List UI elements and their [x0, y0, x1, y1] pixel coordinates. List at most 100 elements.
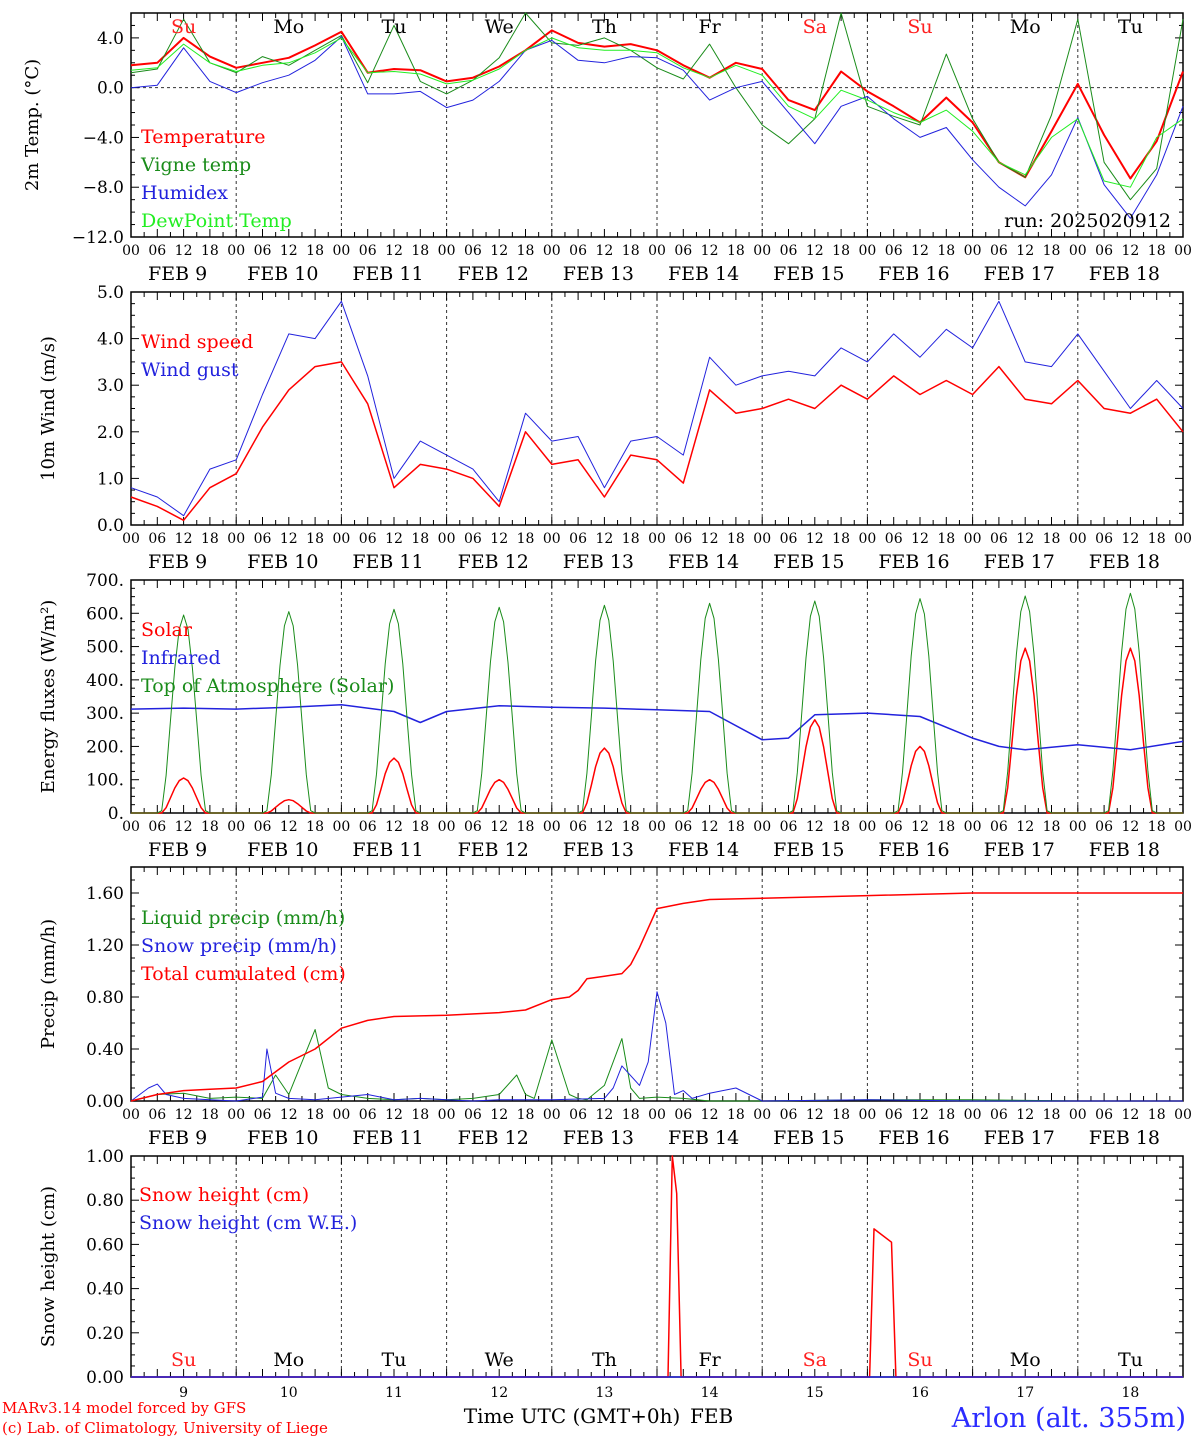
- date-label: FEB 13: [563, 1127, 634, 1149]
- x-tick-label: 12: [806, 531, 824, 547]
- x-tick-label: 00: [964, 1107, 982, 1123]
- x-tick-label: 00: [438, 819, 456, 835]
- x-tick-label: 00: [122, 819, 140, 835]
- x-tick-label: 06: [990, 531, 1008, 547]
- x-tick-label: 00: [858, 243, 876, 259]
- date-label: FEB 11: [352, 551, 423, 573]
- x-tick-label: 12: [701, 531, 719, 547]
- x-tick-label: 18: [727, 531, 745, 547]
- weekday-label: Su: [907, 1349, 932, 1371]
- date-label: FEB 18: [1089, 551, 1160, 573]
- date-label: FEB 10: [247, 263, 318, 285]
- date-label: FEB 17: [984, 839, 1055, 861]
- x-tick-label: 12: [911, 819, 929, 835]
- y-axis-label: 10m Wind (m/s): [38, 336, 59, 481]
- y-tick-label: −12.0: [72, 228, 124, 248]
- legend-entry: Liquid precip (mm/h): [141, 907, 345, 929]
- x-tick-label: 06: [359, 531, 377, 547]
- x-tick-label: 18: [727, 819, 745, 835]
- x-tick-label: 18: [622, 819, 640, 835]
- date-label: FEB 10: [247, 839, 318, 861]
- x-tick-label: 12: [806, 243, 824, 259]
- x-tick-label: 12: [490, 819, 508, 835]
- panel-energy: 0. 100. 200. 300. 400. 500. 600. 700. Energy flu…: [38, 571, 1192, 861]
- y-axis-label: Energy fluxes (W/m²): [38, 600, 59, 794]
- x-tick-label: 18: [1043, 531, 1061, 547]
- weekday-label: Su: [171, 16, 196, 38]
- x-tick-label: 18: [517, 1107, 535, 1123]
- x-tick-label: 06: [148, 531, 166, 547]
- x-tick-label: 06: [990, 243, 1008, 259]
- x-tick-label: 18: [622, 243, 640, 259]
- legend-entry: Infrared: [141, 647, 221, 669]
- x-tick-label: 00: [438, 243, 456, 259]
- x-tick-label: 06: [780, 819, 798, 835]
- y-tick-label: 1.00: [86, 1147, 124, 1167]
- x-tick-label: 18: [937, 819, 955, 835]
- x-tick-label: 06: [569, 819, 587, 835]
- x-tick-label: 12: [911, 531, 929, 547]
- date-label: FEB 15: [773, 1127, 844, 1149]
- y-tick-label: 0.20: [86, 1324, 124, 1344]
- date-label: FEB 15: [773, 263, 844, 285]
- date-label: FEB 9: [148, 551, 207, 573]
- x-tick-label: 18: [622, 531, 640, 547]
- x-tick-label: 06: [254, 243, 272, 259]
- x-tick-label: 06: [674, 1107, 692, 1123]
- x-tick-label: 18: [1148, 531, 1166, 547]
- x-tick-label: 18: [937, 1107, 955, 1123]
- x-tick-label: 12: [1121, 531, 1139, 547]
- date-label: FEB 12: [458, 263, 529, 285]
- x-tick-label: 12: [490, 1107, 508, 1123]
- x-tick-label: 06: [464, 243, 482, 259]
- weekday-label: Sa: [803, 1349, 827, 1371]
- y-tick-label: 0.40: [86, 1280, 124, 1300]
- x-tick-label: 12: [595, 531, 613, 547]
- x-tick-label: 12: [175, 1107, 193, 1123]
- x-tick-label: 18: [832, 531, 850, 547]
- x-tick-label: 00: [332, 819, 350, 835]
- x-tick-label: 12: [1016, 531, 1034, 547]
- date-label: FEB 13: [563, 839, 634, 861]
- weekday-label: Mo: [1010, 16, 1041, 38]
- x-tick-label: 06: [464, 531, 482, 547]
- station-name: Arlon (alt. 355m): [951, 1403, 1186, 1434]
- weekday-label: Tu: [1118, 1349, 1143, 1371]
- x-tick-label: 06: [780, 1107, 798, 1123]
- x-tick-label: 00: [1069, 819, 1087, 835]
- x-tick-label: 18: [1148, 243, 1166, 259]
- x-tick-label: 12: [280, 243, 298, 259]
- series-line-top-of-atmosphere-solar-: [131, 592, 1183, 814]
- x-tick-label: 00: [964, 819, 982, 835]
- legend-entry: Humidex: [141, 182, 228, 204]
- x-tick-label: 06: [359, 1107, 377, 1123]
- x-tick-label: 12: [595, 243, 613, 259]
- x-tick-label: 12: [490, 531, 508, 547]
- y-tick-label: 0.: [108, 804, 124, 824]
- y-tick-label: 400.: [86, 671, 124, 691]
- legend-entry: DewPoint Temp: [141, 210, 292, 232]
- x-tick-label: 00: [122, 531, 140, 547]
- x-tick-label: 06: [780, 531, 798, 547]
- x-tick-label: 06: [569, 531, 587, 547]
- legend-entry: Vigne temp: [140, 154, 251, 176]
- date-label: FEB 15: [773, 839, 844, 861]
- x-tick-label: 00: [648, 531, 666, 547]
- x-tick-label: 06: [359, 243, 377, 259]
- date-label: FEB 11: [352, 1127, 423, 1149]
- x-tick-label: 18: [517, 243, 535, 259]
- x-tick-label: 06: [359, 819, 377, 835]
- date-label: FEB 18: [1089, 1127, 1160, 1149]
- x-tick-label: 18: [622, 1107, 640, 1123]
- day-number-label: 14: [701, 1385, 719, 1401]
- x-tick-label: 00: [227, 1107, 245, 1123]
- x-tick-label: 18: [201, 243, 219, 259]
- y-tick-label: 1.20: [86, 936, 124, 956]
- x-tick-label: 18: [937, 243, 955, 259]
- x-tick-label: 00: [1174, 819, 1192, 835]
- x-tick-label: 18: [1043, 1107, 1061, 1123]
- x-tick-label: 12: [911, 243, 929, 259]
- legend-entry: Temperature: [141, 126, 265, 148]
- legend-entry: Wind speed: [141, 331, 253, 353]
